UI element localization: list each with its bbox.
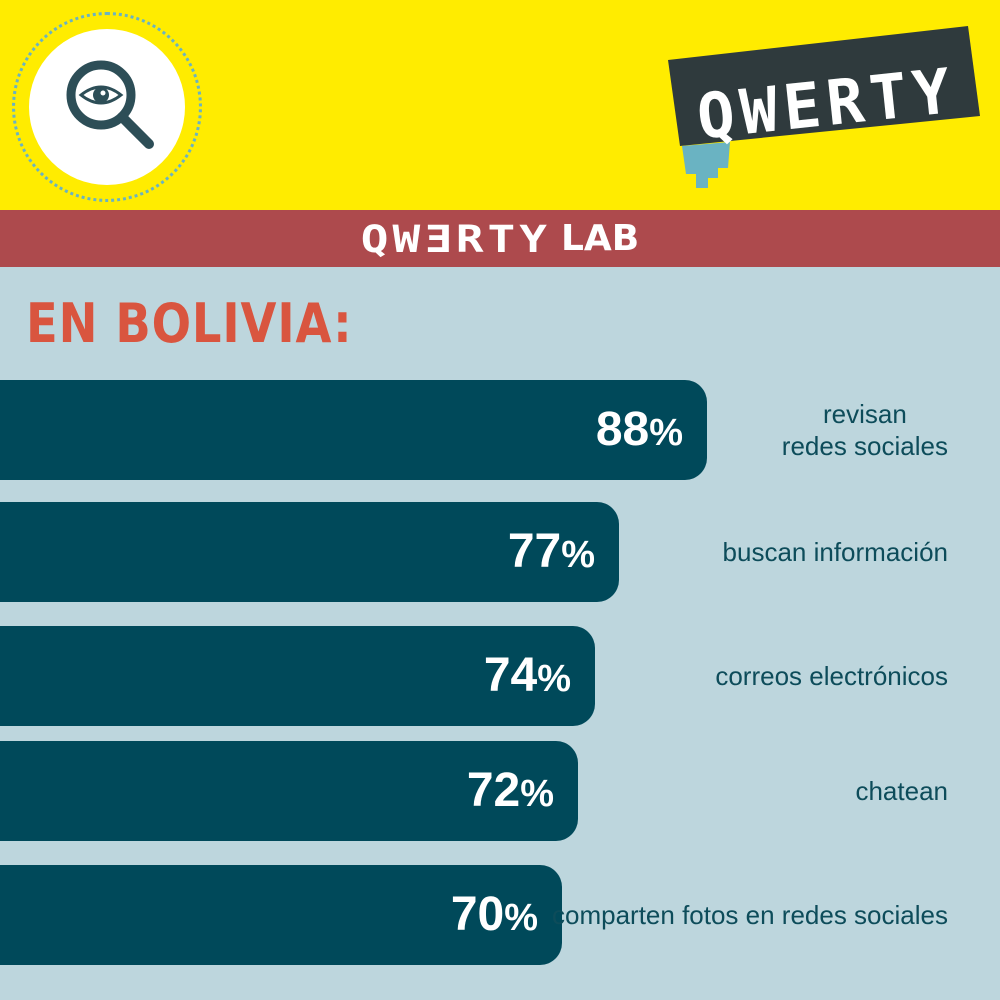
bar-value-label: 77% xyxy=(508,502,595,602)
bar-value-number: 88 xyxy=(595,403,650,456)
bar-value-unit: % xyxy=(520,773,554,815)
bar: 77% xyxy=(0,502,619,602)
category-label-text: chatean xyxy=(855,776,948,806)
category-label-text: buscan información xyxy=(722,537,948,567)
bar-value-label: 72% xyxy=(467,741,554,841)
category-label: comparten fotos en redes sociales xyxy=(528,865,948,965)
bar: 88% xyxy=(0,380,707,480)
category-label: buscan información xyxy=(528,502,948,602)
lab-title: QWƎRTY LAB xyxy=(0,210,1000,267)
bar: 72% xyxy=(0,741,578,841)
category-label-text: revisan redes sociales xyxy=(781,399,948,461)
category-label: chatean xyxy=(528,741,948,841)
bar-value-unit: % xyxy=(504,897,538,939)
country-heading: EN BOLIVIA: xyxy=(26,292,353,355)
bar-value-unit: % xyxy=(649,412,683,454)
bar-value-label: 70% xyxy=(451,865,538,965)
bar-value-number: 72 xyxy=(466,764,521,817)
lab-word: LAB xyxy=(560,218,640,259)
bar-value-number: 77 xyxy=(507,525,562,578)
lab-band: QWƎRTY LAB xyxy=(0,210,1000,267)
bar: 70% xyxy=(0,865,562,965)
lab-logo-text: QWƎRTY xyxy=(360,216,551,261)
bar-value-number: 74 xyxy=(483,649,538,702)
magnifier-eye-icon xyxy=(29,29,185,185)
category-label-text: correos electrónicos xyxy=(715,661,948,691)
bar-value-label: 74% xyxy=(484,626,571,726)
bar: 74% xyxy=(0,626,595,726)
category-label: correos electrónicos xyxy=(528,626,948,726)
bar-value-label: 88% xyxy=(596,380,683,480)
category-label: revisan redes sociales xyxy=(528,380,948,480)
qwerty-logo: QWERTY xyxy=(668,26,980,188)
bar-value-unit: % xyxy=(537,658,571,700)
icon-ring xyxy=(12,12,202,202)
bar-value-number: 70 xyxy=(450,888,505,941)
bar-value-unit: % xyxy=(561,534,595,576)
category-label-text: comparten fotos en redes sociales xyxy=(552,900,948,930)
